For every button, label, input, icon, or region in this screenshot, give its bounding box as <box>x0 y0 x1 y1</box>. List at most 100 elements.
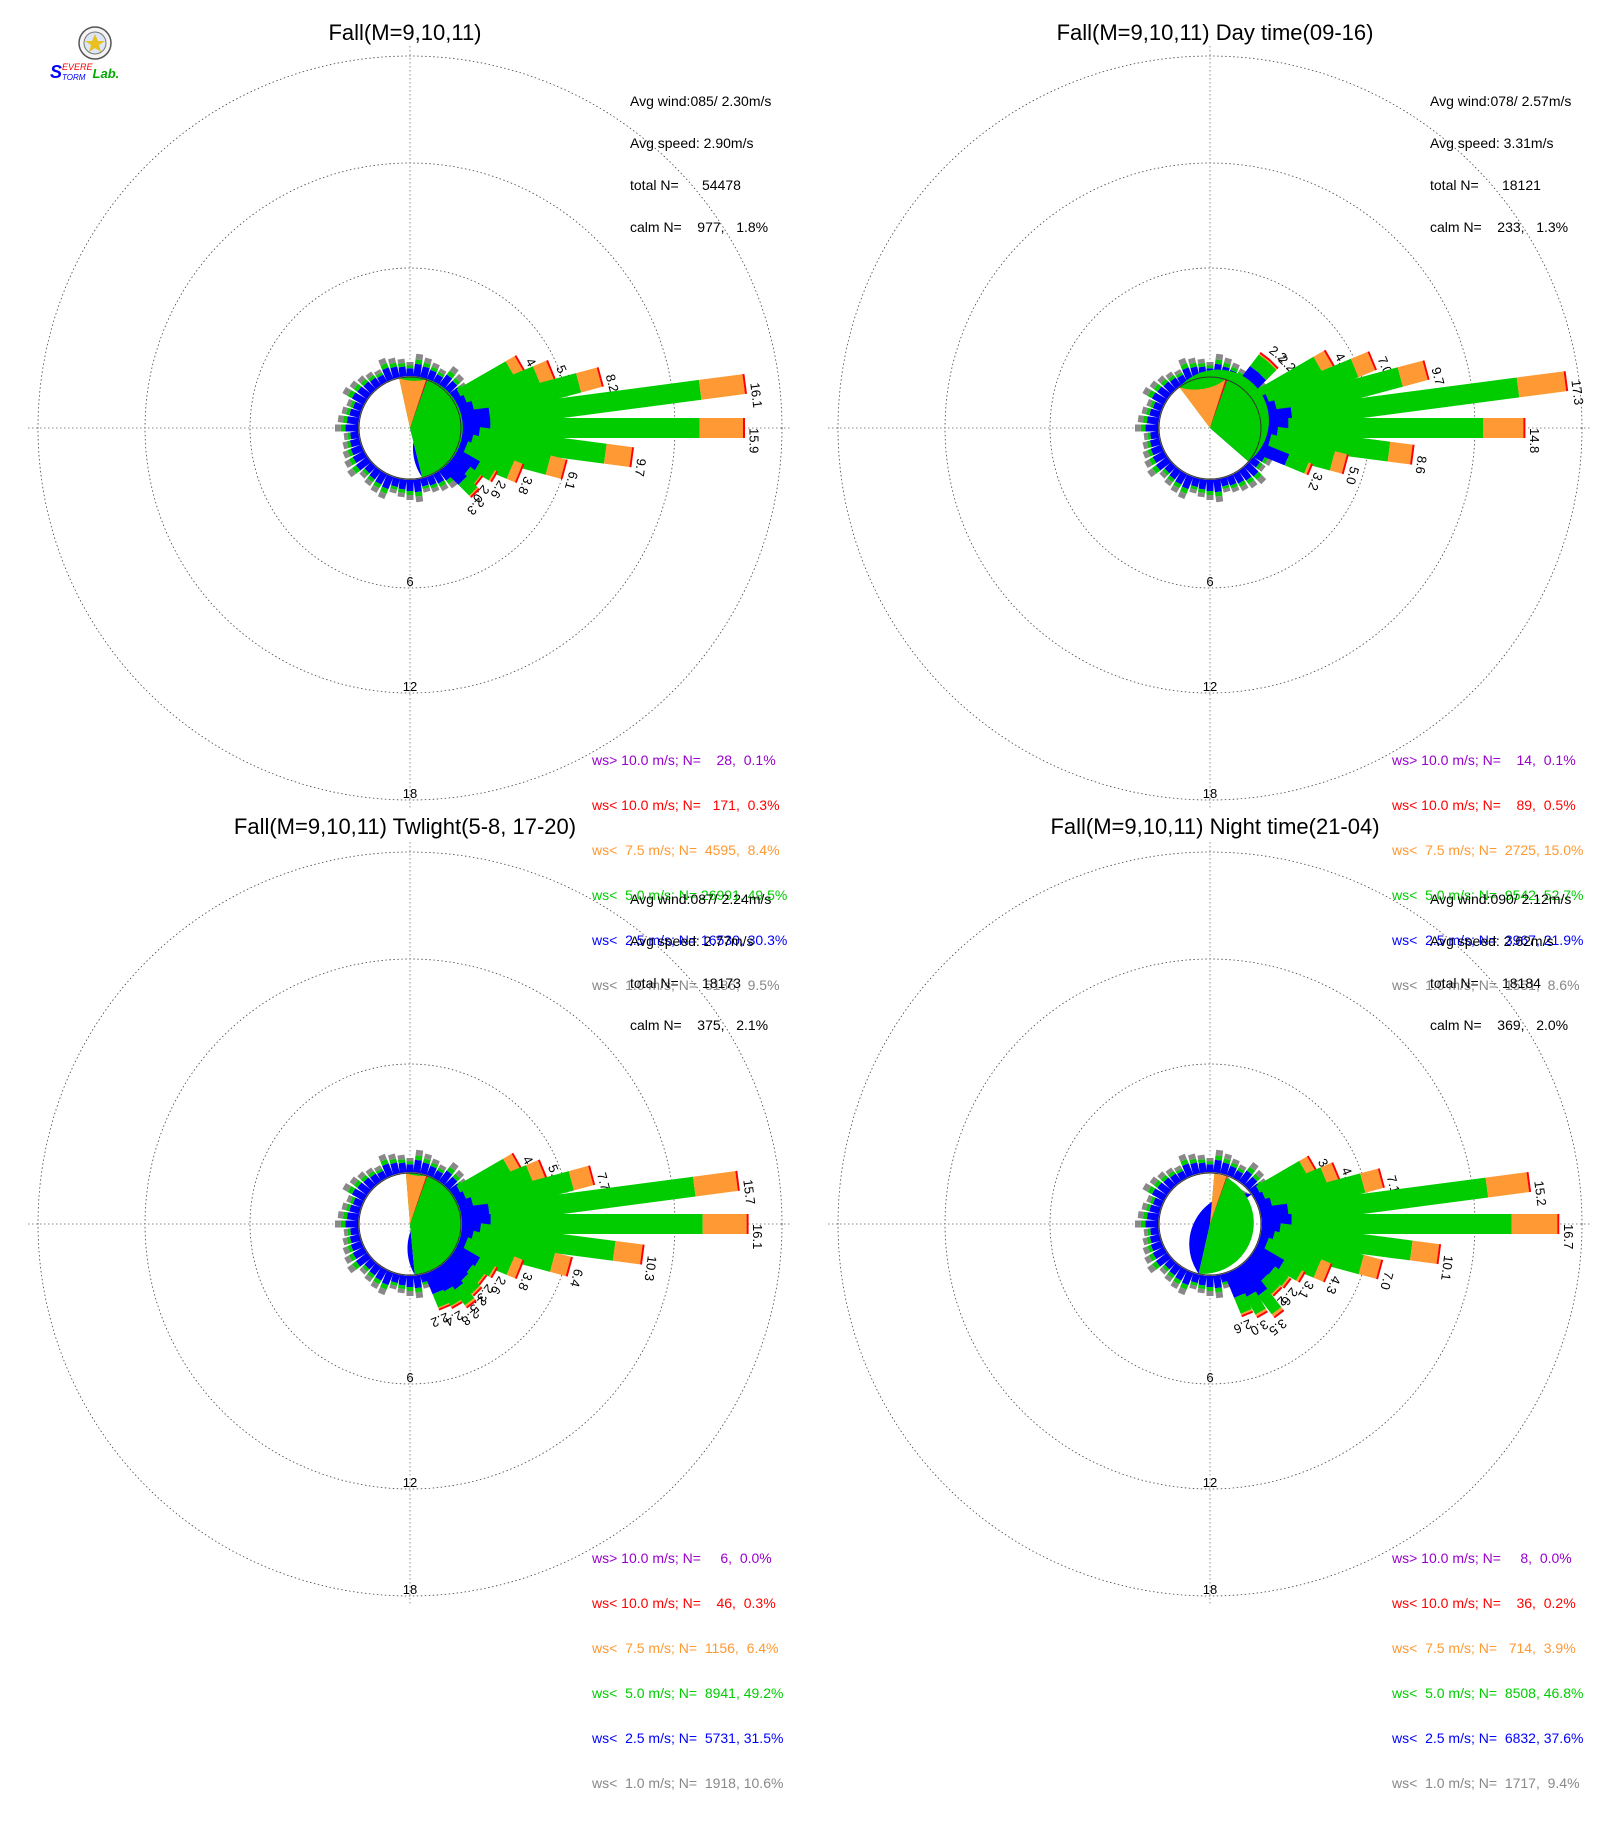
range-ring <box>837 55 1583 801</box>
minor-bar <box>1246 476 1255 485</box>
minor-bar <box>370 1280 380 1289</box>
bar-segment <box>604 443 633 467</box>
bar-segment <box>1367 351 1377 371</box>
minor-bar <box>1157 386 1171 400</box>
bar-segment <box>458 476 478 496</box>
minor-bar <box>1238 1170 1253 1185</box>
minor-bar <box>1152 465 1161 474</box>
bar-segment <box>1557 1214 1560 1234</box>
minor-bar <box>342 1237 349 1246</box>
minor-bar <box>341 1202 348 1211</box>
minor-bar <box>373 481 382 489</box>
minor-bar <box>406 1164 414 1172</box>
bar-segment <box>466 1299 477 1309</box>
bar-segment <box>514 355 527 374</box>
minor-bar <box>375 372 384 378</box>
bar-segment <box>1485 1172 1530 1198</box>
minor-bar <box>1213 1275 1222 1289</box>
pie-slice <box>405 1173 427 1224</box>
minor-bar <box>397 1154 405 1160</box>
minor-bar <box>337 415 344 423</box>
minor-bar <box>420 477 429 487</box>
minor-bar <box>422 1158 431 1165</box>
minor-bar <box>343 1228 349 1237</box>
bar-value-label: 16.7 <box>1561 1224 1576 1249</box>
pie-outline <box>1158 1172 1262 1276</box>
bar-segment <box>1259 352 1271 361</box>
minor-bar <box>1231 1158 1240 1166</box>
minor-bar <box>422 362 431 369</box>
bar-segment <box>477 427 607 464</box>
minor-bar <box>446 1166 456 1175</box>
bar-segment <box>453 1283 475 1306</box>
minor-bar <box>388 357 396 365</box>
minor-bar <box>1149 1234 1161 1244</box>
minor-bar <box>1147 468 1157 478</box>
minor-bar <box>1149 1204 1161 1214</box>
minor-bar <box>370 484 380 493</box>
bar-segment <box>488 1176 696 1224</box>
ring-label: 6 <box>1206 574 1213 589</box>
minor-bar <box>431 1158 440 1166</box>
minor-bar <box>390 1162 400 1175</box>
bar-segment <box>451 1301 463 1309</box>
minor-bar <box>1180 1282 1189 1290</box>
bar-segment <box>1306 1155 1319 1174</box>
minor-bar <box>1173 481 1182 489</box>
ring-label: 18 <box>1203 786 1217 801</box>
minor-bar <box>341 406 348 415</box>
legend-entry: ws< 1.0 m/s; N= 1551, 8.6% <box>1392 977 1580 993</box>
minor-bar <box>1165 371 1174 380</box>
minor-bar <box>1149 438 1161 448</box>
minor-bar <box>347 390 356 399</box>
minor-bar <box>1162 468 1170 476</box>
minor-bar <box>374 369 382 376</box>
bar-segment <box>612 1241 643 1265</box>
minor-bar <box>430 483 438 489</box>
minor-bar <box>1152 401 1164 412</box>
minor-bar <box>415 1149 424 1157</box>
minor-bar <box>1170 484 1180 493</box>
minor-bar <box>342 1211 348 1220</box>
minor-bar <box>345 407 352 416</box>
minor-bar <box>1198 363 1206 368</box>
minor-bar <box>1145 407 1152 416</box>
minor-bar <box>365 1167 374 1176</box>
minor-bar <box>349 1234 361 1244</box>
bar-segment <box>1290 377 1520 428</box>
minor-bar <box>438 374 453 389</box>
range-ring <box>837 851 1583 1597</box>
minor-bar <box>1149 1196 1156 1205</box>
bar-segment <box>1242 1256 1269 1283</box>
minor-bar <box>1150 444 1164 456</box>
wind-rose-chart: 612183.84.87.115.216.710.17.04.33.12.62.… <box>828 842 1592 1606</box>
legend-entry: ws> 10.0 m/s; N= 14, 0.1% <box>1392 752 1576 768</box>
minor-bar <box>1137 1211 1144 1219</box>
pie-slice <box>1210 1175 1228 1224</box>
bar-segment <box>506 460 523 483</box>
minor-bar <box>1151 1188 1167 1201</box>
minor-bar <box>1230 366 1239 373</box>
minor-bar <box>1191 1273 1200 1284</box>
stats-avg-speed: Avg speed: 2.90m/s <box>630 135 754 151</box>
minor-bar <box>1142 441 1149 450</box>
minor-bar <box>1135 424 1141 432</box>
minor-bar <box>1189 362 1198 369</box>
minor-bar <box>368 1170 376 1178</box>
minor-bar <box>1182 1163 1194 1178</box>
minor-bar <box>414 1287 423 1293</box>
bar-segment <box>1291 1214 1512 1234</box>
bar-segment <box>693 1171 738 1197</box>
minor-bar <box>415 1291 424 1299</box>
bar-segment <box>1526 1172 1532 1193</box>
legend-entry: ws> 10.0 m/s; N= 28, 0.1% <box>592 752 776 768</box>
minor-bar <box>1206 1161 1214 1165</box>
bar-segment <box>477 1273 486 1285</box>
minor-bar <box>353 1179 362 1188</box>
minor-bar <box>364 1258 376 1270</box>
minor-bar <box>415 353 424 361</box>
bar-segment <box>1234 1293 1252 1314</box>
bar-segment <box>640 1244 645 1265</box>
pie-slice <box>405 1172 463 1275</box>
bar-segment <box>1523 418 1526 438</box>
